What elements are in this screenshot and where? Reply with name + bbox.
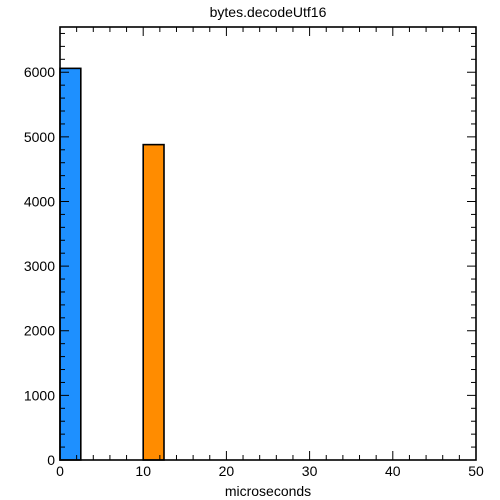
x-tick-label: 50 [468,463,484,479]
y-tick-label: 5000 [24,129,55,145]
y-tick-label: 0 [47,452,55,468]
y-tick-label: 1000 [24,387,55,403]
x-tick-label: 30 [302,463,318,479]
y-tick-label: 6000 [24,64,55,80]
chart-title: bytes.decodeUtf16 [210,4,327,20]
x-axis-label: microseconds [225,483,311,499]
x-tick-label: 40 [385,463,401,479]
y-tick-label: 3000 [24,258,55,274]
x-tick-label: 10 [135,463,151,479]
plot-area: 0 10 20 30 40 50 0 1000 2000 3000 4000 5000 6000 [24,26,484,479]
x-tick-label: 20 [219,463,235,479]
bar-1 [142,143,165,461]
bar-0 [59,67,82,461]
x-tick-label: 0 [56,463,64,479]
y-tick-label: 2000 [24,323,55,339]
y-tick-label: 4000 [24,193,55,209]
plot-frame [59,26,477,461]
